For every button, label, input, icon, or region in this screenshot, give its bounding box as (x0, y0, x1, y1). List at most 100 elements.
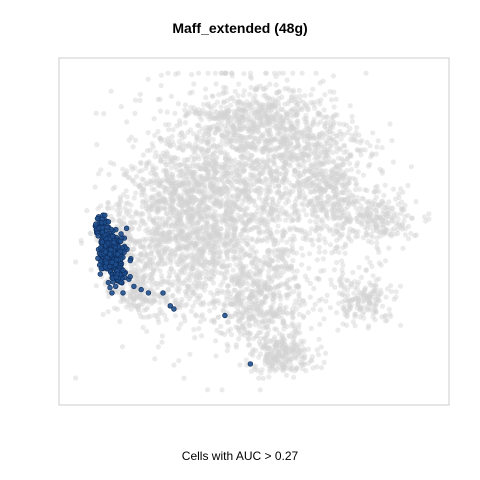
background-point (241, 186, 247, 193)
background-point (234, 126, 240, 132)
background-point (340, 169, 346, 175)
background-point (225, 203, 231, 209)
background-point (263, 229, 269, 235)
background-point (170, 158, 176, 164)
background-point (241, 168, 248, 174)
background-point (149, 141, 155, 147)
background-point (190, 175, 196, 181)
background-point (272, 247, 278, 254)
background-point (302, 119, 308, 125)
background-point (371, 189, 377, 195)
background-point (284, 247, 290, 253)
background-point (269, 196, 276, 202)
background-point (190, 289, 196, 295)
background-point (207, 276, 213, 282)
background-point (346, 189, 352, 195)
background-point (204, 238, 210, 244)
background-point (166, 275, 172, 281)
background-point (276, 363, 282, 370)
background-point (231, 200, 237, 206)
background-point (249, 129, 255, 135)
background-point (295, 143, 301, 149)
background-point (224, 296, 230, 302)
background-point (322, 200, 328, 206)
background-point (355, 147, 361, 153)
background-point (356, 186, 363, 192)
background-point (184, 188, 190, 194)
background-point (238, 288, 244, 294)
background-point (286, 147, 292, 153)
background-point (242, 226, 248, 232)
background-point (289, 153, 295, 159)
background-point (329, 185, 335, 191)
background-point (195, 184, 202, 190)
background-point (158, 159, 164, 165)
background-point (155, 240, 161, 246)
background-point (216, 245, 222, 251)
background-point (152, 356, 158, 362)
background-point (308, 325, 314, 331)
background-point (168, 282, 174, 288)
background-point (279, 237, 285, 243)
background-point (300, 158, 306, 164)
background-point (189, 283, 195, 289)
background-point (269, 266, 275, 272)
background-point (197, 213, 203, 219)
background-point (282, 264, 288, 270)
background-point (322, 120, 328, 127)
background-point (231, 229, 237, 236)
background-point (197, 275, 203, 281)
background-point (211, 158, 217, 164)
background-point (249, 140, 255, 147)
background-point (242, 332, 248, 338)
background-point (194, 188, 200, 194)
background-point (305, 105, 311, 111)
background-point (235, 99, 241, 106)
background-point (258, 336, 264, 342)
background-point (273, 168, 279, 174)
background-point (191, 194, 197, 200)
background-point (229, 199, 235, 206)
background-point (382, 318, 389, 324)
background-point (212, 215, 218, 222)
background-point (271, 158, 277, 164)
background-point (198, 147, 204, 154)
background-point (185, 156, 191, 162)
background-point (251, 264, 257, 270)
background-point (196, 214, 203, 220)
background-point (158, 83, 164, 89)
background-point (210, 213, 216, 220)
background-point (229, 73, 235, 79)
background-point (201, 316, 207, 322)
background-point (170, 127, 176, 133)
background-point (189, 199, 195, 205)
background-point (199, 210, 205, 216)
background-point (352, 311, 358, 317)
background-point (238, 190, 244, 196)
background-point (210, 166, 216, 172)
background-point (218, 200, 224, 206)
background-point (293, 306, 299, 312)
background-point (295, 208, 301, 214)
background-point (231, 229, 237, 235)
background-point (145, 130, 151, 136)
background-point (140, 301, 146, 307)
background-point (232, 227, 238, 233)
background-point (182, 107, 188, 113)
background-point (296, 107, 302, 113)
background-point (358, 304, 364, 310)
background-point (152, 193, 158, 199)
background-point (254, 109, 260, 115)
background-point (244, 99, 250, 105)
background-point (266, 263, 272, 269)
background-point (134, 239, 141, 245)
background-point (234, 146, 240, 152)
background-point (158, 157, 164, 163)
background-point (155, 344, 161, 350)
background-point (214, 218, 220, 224)
background-point (223, 160, 229, 166)
background-point (140, 243, 146, 249)
background-point (301, 178, 307, 184)
background-point (358, 203, 364, 209)
background-point (221, 165, 227, 171)
